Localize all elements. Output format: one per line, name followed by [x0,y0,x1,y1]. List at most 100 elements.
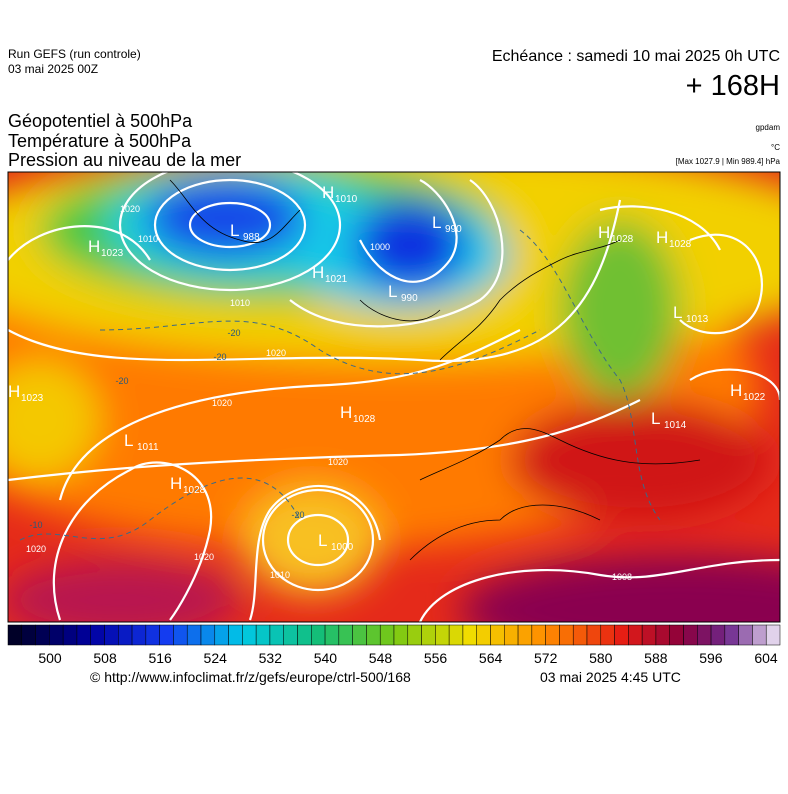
colorbar-cell [352,624,367,646]
title: Géopotentiel à 500hPa [8,111,193,131]
colorbar-cell [435,624,450,646]
colorbar-cell [297,624,312,646]
colorbar-cell [586,624,602,646]
contour-label: 1010 [270,570,290,580]
colorbar-cell [242,624,257,646]
contour-label: -10 [29,520,42,530]
colorbar-cell [421,624,436,646]
colorbar-cell [49,624,64,646]
colorbar-cell [35,624,50,646]
colorbar-tick-label: 548 [369,650,393,666]
pressure-center: L 990 [432,213,462,235]
pressure-center: L 1000 [318,531,354,553]
colorbar-tick-label: 508 [93,650,117,666]
contour-label: -20 [227,328,240,338]
colorbar-cell [448,624,464,646]
colorbar-cell [90,624,105,646]
contour-label: 1000 [370,242,390,252]
colorbar-cell [545,624,560,646]
pressure-center: L 988 [230,221,260,243]
center-type: L [230,221,239,240]
center-type: L [432,213,441,232]
center-value: 1028 [353,414,376,425]
colorbar-tick-label: 524 [204,650,228,666]
contour-label: 1008 [612,572,632,582]
pressure-center: L 1013 [673,303,709,325]
center-value: 1010 [335,194,358,205]
colorbar-cell [269,624,284,646]
contour-label: -20 [291,510,304,520]
title: Température à 500hPa [8,131,192,151]
colorbar-cell [104,624,119,646]
center-type: H [730,381,742,400]
colorbar-cell [255,624,271,646]
unit: gpdam [756,123,781,132]
center-value: 1013 [686,314,709,325]
center-value: 1014 [664,420,687,431]
center-type: H [340,403,352,422]
center-value: 1011 [137,442,159,453]
issued-time: 03 mai 2025 4:45 UTC [540,669,681,685]
colorbar-cell [7,624,23,646]
center-value: 1028 [669,239,692,250]
colorbar-cell [752,624,767,646]
center-type: L [673,303,682,322]
center-value: 1028 [183,485,206,496]
colorbar-cell [683,624,698,646]
contour-label: 1020 [212,398,232,408]
pressure-center: H 1028 [170,474,206,496]
colorbar-cell [531,624,546,646]
colorbar-cell [283,624,298,646]
colorbar-cell [641,624,657,646]
center-value: 990 [445,224,462,235]
colorbar-cell [628,624,643,646]
colorbar-cell [724,624,739,646]
colorbar-tick-label: 596 [699,650,723,666]
forecast-time: Echéance : samedi 10 mai 2025 0h UTC [492,48,780,65]
center-type: L [388,282,397,301]
center-type: H [312,263,324,282]
colorbar-cell [697,624,712,646]
colorbar-cell [366,624,381,646]
center-value: 1023 [21,393,44,404]
pressure-center: L 1011 [124,431,159,453]
source-url: © http://www.infoclimat.fr/z/gefs/europe… [90,669,411,685]
colorbar-cell [600,624,615,646]
colorbar-tick-label: 588 [644,650,668,666]
colorbar-cell [21,624,36,646]
colorbar: 500 508 516 524 532 540 548 556 564 572 580 588 596 6… [7,624,781,666]
colorbar-cell [145,624,160,646]
colorbar-tick-label: 564 [479,650,503,666]
contour-label: 1020 [26,544,46,554]
colorbar-tick-label: 556 [424,650,448,666]
colorbar-tick-label: 580 [589,650,613,666]
contour-label: 1010 [230,298,250,308]
center-type: L [651,409,660,428]
colorbar-cell [118,624,133,646]
colorbar-cell [214,624,229,646]
center-value: 1021 [325,274,348,285]
pressure-center: L 1014 [651,409,687,431]
colorbar-cell [186,624,202,646]
colorbar-cell [655,624,670,646]
center-type: H [656,228,668,247]
pressure-center: H 1010 [322,183,358,205]
contour-label: -20 [115,376,128,386]
colorbar-tick-label: 516 [148,650,172,666]
unit: °C [771,143,780,152]
colorbar-cell [311,624,326,646]
center-type: H [8,382,20,401]
contour-labels: 1020 1010 1000 1010 1020 1020 1020 1020 1020 1010… [26,204,632,582]
colorbar-cell [76,624,91,646]
contour-label: 1020 [120,204,140,214]
pressure-center: H 1028 [340,403,376,425]
colorbar-cell [738,624,753,646]
center-type: H [598,223,610,242]
center-value: 990 [401,293,418,304]
colorbar-cell [228,624,243,646]
colorbar-cell [710,624,726,646]
colorbar-cell [379,624,395,646]
colorbar-cell [159,624,174,646]
unit: [Max 1027.9 | Min 989.4] hPa [676,157,781,166]
pressure-center: H 1023 [8,382,44,404]
